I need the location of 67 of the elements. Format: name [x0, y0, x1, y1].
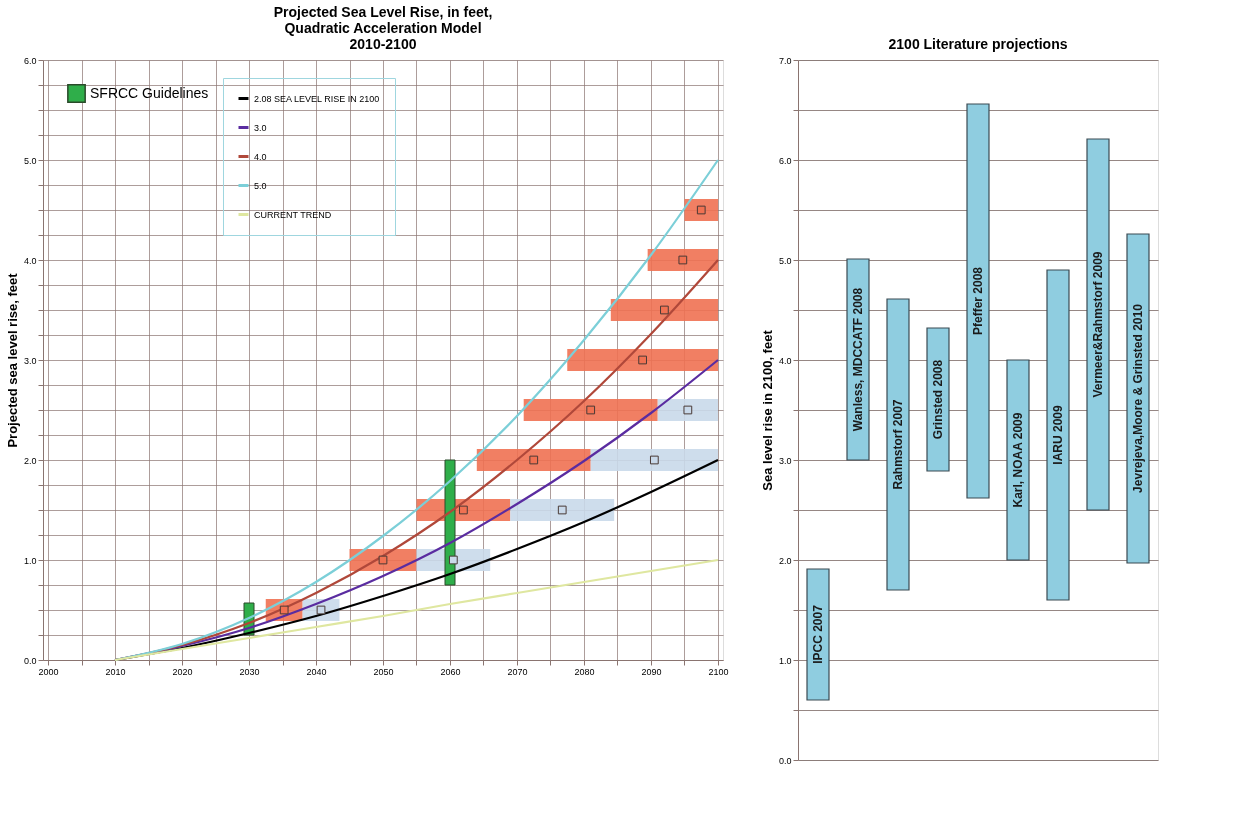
point — [316, 605, 326, 615]
x-tick-label: 2040 — [306, 666, 327, 677]
x-tick-label: 2090 — [641, 666, 662, 677]
y-tick-label: 6.0 — [23, 55, 37, 66]
legend-label: 2.08 SEA LEVEL RISE IN 2100 — [254, 93, 380, 104]
point — [683, 405, 693, 415]
bar — [966, 103, 990, 499]
y-tick-label: 7.0 — [778, 55, 792, 66]
x-tick-label: 2010 — [105, 666, 126, 677]
point — [529, 455, 539, 465]
legend-label: 4.0 — [254, 151, 267, 162]
category-label: Karl, NOAA 2009 — [1011, 412, 1025, 508]
bar — [806, 568, 830, 701]
x-tick-label: 2060 — [440, 666, 461, 677]
point — [638, 355, 647, 365]
line-series — [113, 558, 720, 662]
chart-title: Projected Sea Level Rise, in feet, Quadratic Acceleration Model 2010-2100 — [273, 4, 493, 52]
point — [448, 555, 458, 565]
category-label: Wanless, MDCCATF 2008 — [851, 287, 865, 432]
point — [696, 205, 706, 215]
x-tick-label: 2030 — [239, 666, 260, 677]
category-label: IPCC 2007 — [811, 605, 825, 664]
y-tick-label: 0.0 — [23, 655, 37, 666]
y-tick-label: 5.0 — [778, 255, 792, 266]
category-label: Rahmstorf 2007 — [891, 399, 905, 490]
point — [660, 305, 669, 315]
point — [279, 605, 289, 615]
x-tick-label: 2020 — [172, 666, 193, 677]
x-tick-label: 2070 — [507, 666, 528, 677]
y-tick-label: 1.0 — [778, 655, 792, 666]
y-tick-label: 4.0 — [778, 355, 792, 366]
y-axis-title: Projected sea level rise, feet — [4, 272, 20, 448]
y-tick-label: 2.0 — [23, 455, 37, 466]
legend-label: CURRENT TREND — [254, 209, 332, 220]
point — [459, 505, 468, 515]
point — [649, 455, 659, 465]
y-axis-title: Sea level rise in 2100, feet — [759, 329, 775, 491]
category-label: IARU 2009 — [1051, 405, 1065, 465]
y-tick-label: 2.0 — [778, 555, 792, 566]
category-label: Vermeer&Rahmstorf 2009 — [1091, 251, 1105, 398]
legend-label: SFRCC Guidelines — [90, 84, 209, 101]
x-tick-label: 2000 — [38, 666, 59, 677]
y-tick-label: 0.0 — [778, 755, 792, 766]
bar — [886, 298, 910, 591]
x-tick-label: 2080 — [574, 666, 595, 677]
bar — [1126, 233, 1150, 564]
point — [586, 405, 596, 415]
bar — [1006, 359, 1030, 561]
x-tick-label: 2050 — [373, 666, 394, 677]
y-tick-label: 6.0 — [778, 155, 792, 166]
x-tick-label: 2100 — [708, 666, 729, 677]
y-tick-label: 1.0 — [23, 555, 37, 566]
point — [678, 255, 688, 265]
y-tick-label: 4.0 — [23, 255, 37, 266]
bar — [1086, 138, 1110, 511]
legend-label: 3.0 — [254, 122, 267, 133]
point — [557, 505, 567, 515]
y-tick-label: 3.0 — [778, 455, 792, 466]
category-label: Jevrejeva,Moore & Grinsted 2010 — [1131, 304, 1145, 493]
bar — [1046, 269, 1070, 601]
y-tick-label: 5.0 — [23, 155, 37, 166]
point — [378, 555, 388, 565]
y-tick-label: 3.0 — [23, 355, 37, 366]
category-label: Pfeffer 2008 — [971, 266, 985, 336]
legend-label: 5.0 — [254, 180, 267, 191]
category-label: Grinsted 2008 — [931, 359, 945, 440]
chart-title: 2100 Literature projections — [888, 36, 1068, 52]
